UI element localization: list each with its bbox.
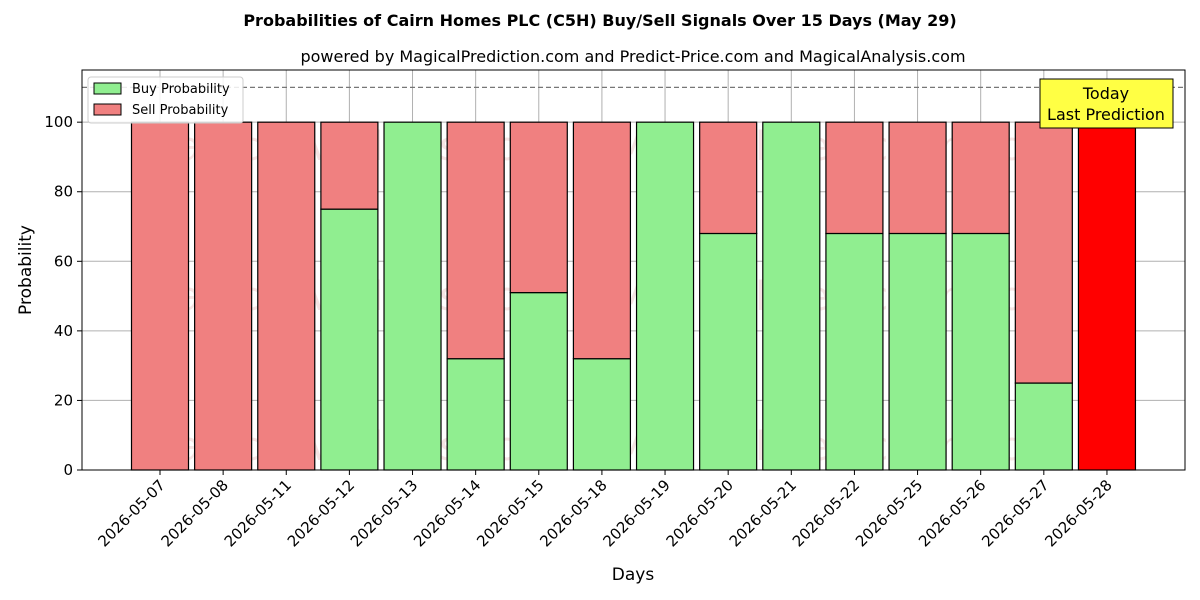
legend-label: Buy Probability (132, 82, 230, 97)
bar-buy (825, 232, 884, 471)
bar-sell (1077, 121, 1137, 471)
bar-sell (320, 121, 379, 210)
x-axis-ticks: 2026-05-072026-05-082026-05-112026-05-12… (94, 470, 1116, 550)
x-tick-label: 2026-05-13 (347, 476, 421, 550)
bar-sell (1014, 121, 1073, 384)
bar-sell (446, 121, 505, 360)
bar-sell (194, 121, 253, 471)
legend-box (87, 76, 244, 124)
bar-buy (762, 121, 821, 471)
bar-sell (951, 121, 1010, 235)
x-tick-label: 2026-05-18 (536, 476, 610, 550)
y-tick-label: 80 (54, 183, 73, 201)
chart-subtitle: powered by MagicalPrediction.com and Pre… (300, 47, 965, 66)
annotation-text: Today (1082, 84, 1129, 103)
bars (130, 121, 1137, 471)
x-tick-label: 2026-05-08 (158, 476, 232, 550)
legend: Buy Probability Sell Probability (87, 76, 244, 124)
chart-title: Probabilities of Cairn Homes PLC (C5H) B… (243, 11, 956, 30)
bar-sell (825, 121, 884, 235)
legend-label: Sell Probability (132, 103, 229, 118)
bar-buy (951, 232, 1010, 471)
legend-swatch (93, 82, 122, 95)
y-tick-label: 0 (63, 461, 73, 479)
y-tick-label: 60 (54, 252, 73, 270)
x-tick-label: 2026-05-11 (221, 476, 295, 550)
bar-sell (888, 121, 947, 235)
bar-buy (320, 208, 379, 471)
bar-buy (888, 232, 947, 471)
bar-buy (699, 232, 758, 471)
bar-buy (1014, 382, 1073, 471)
bar-sell (699, 121, 758, 235)
legend-swatch (93, 103, 122, 116)
bar-buy (572, 358, 632, 471)
x-tick-label: 2026-05-27 (978, 476, 1052, 550)
x-tick-label: 2026-05-22 (789, 476, 863, 550)
bar-sell (257, 121, 316, 471)
x-tick-label: 2026-05-26 (915, 476, 989, 550)
x-tick-label: 2026-05-25 (852, 476, 926, 550)
today-annotation: Today Last Prediction (1039, 78, 1174, 129)
y-tick-label: 20 (54, 391, 73, 409)
x-tick-label: 2026-05-21 (726, 476, 800, 550)
bar-sell (509, 121, 568, 294)
x-tick-label: 2026-05-19 (599, 476, 673, 550)
bar-buy (509, 292, 568, 471)
x-tick-label: 2026-05-07 (94, 476, 168, 550)
x-tick-label: 2026-05-28 (1041, 476, 1115, 550)
x-tick-label: 2026-05-12 (284, 476, 358, 550)
y-tick-label: 40 (54, 322, 73, 340)
bar-buy (635, 121, 695, 471)
y-axis-ticks: 0 20 40 60 80 100 (44, 113, 82, 479)
bar-sell (130, 121, 190, 471)
y-axis-label: Probability (16, 225, 36, 315)
x-tick-label: 2026-05-20 (663, 476, 737, 550)
annotation-box (1039, 78, 1174, 129)
bar-sell (572, 121, 632, 360)
bar-buy (383, 121, 442, 471)
annotation-text: Last Prediction (1047, 105, 1165, 124)
x-tick-label: 2026-05-15 (473, 476, 547, 550)
plot-frame (81, 69, 1186, 471)
x-tick-label: 2026-05-14 (410, 476, 484, 550)
x-axis-label: Days (612, 565, 655, 585)
y-tick-label: 100 (44, 113, 73, 131)
bar-buy (446, 358, 505, 471)
